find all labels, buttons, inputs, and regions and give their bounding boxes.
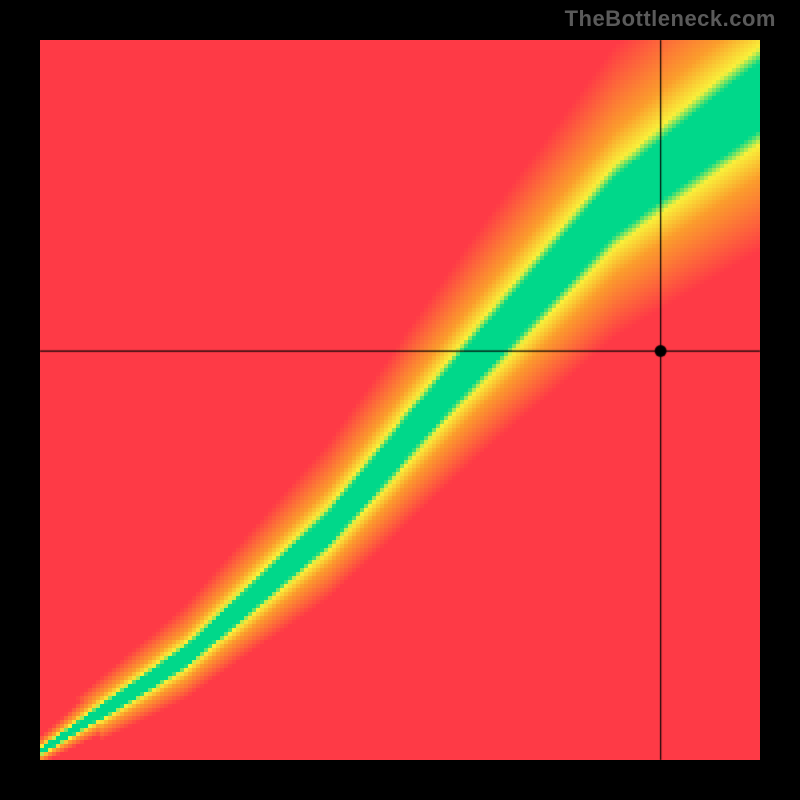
chart-container: TheBottleneck.com — [0, 0, 800, 800]
watermark-text: TheBottleneck.com — [565, 6, 776, 32]
bottleneck-heatmap — [0, 0, 800, 800]
